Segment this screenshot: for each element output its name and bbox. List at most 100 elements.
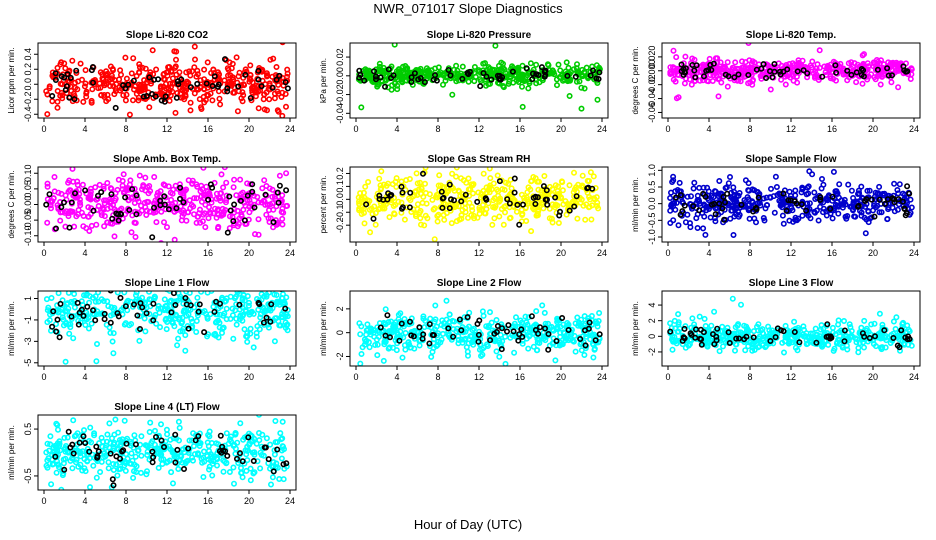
reference-point xyxy=(791,328,798,335)
reference-point xyxy=(544,201,551,208)
data-point xyxy=(59,314,66,321)
data-point xyxy=(219,329,226,336)
data-point xyxy=(225,66,232,73)
data-point xyxy=(595,317,602,324)
reference-point xyxy=(721,216,728,223)
data-point xyxy=(204,59,211,66)
reference-point xyxy=(724,190,731,197)
reference-point xyxy=(445,67,452,74)
data-point xyxy=(188,315,195,322)
data-point xyxy=(128,320,135,327)
data-point xyxy=(144,451,151,458)
data-point xyxy=(687,193,694,200)
data-point xyxy=(792,187,799,194)
data-points xyxy=(356,297,603,366)
data-point xyxy=(63,90,70,97)
data-point xyxy=(87,185,94,192)
data-point xyxy=(688,324,695,331)
data-point xyxy=(264,201,271,208)
y-tick-label: 0.2 xyxy=(23,63,33,76)
data-point xyxy=(282,319,289,326)
reference-point xyxy=(530,194,537,201)
data-point xyxy=(48,294,55,301)
data-point xyxy=(772,330,779,337)
data-point xyxy=(405,339,412,346)
data-point xyxy=(130,55,137,62)
data-point xyxy=(868,321,875,328)
figure-title: NWR_071017 Slope Diagnostics xyxy=(373,1,563,16)
data-point xyxy=(401,315,408,322)
y-tick-label: -0.02 xyxy=(335,84,345,105)
data-point xyxy=(817,203,824,210)
x-tick-label: 12 xyxy=(786,124,796,134)
reference-point xyxy=(819,73,826,80)
reference-point xyxy=(399,189,406,196)
data-point xyxy=(596,334,603,341)
reference-point xyxy=(263,314,270,321)
reference-point xyxy=(251,204,258,211)
reference-point xyxy=(151,204,158,211)
data-point xyxy=(853,198,860,205)
reference-point xyxy=(249,181,256,188)
reference-point xyxy=(372,73,379,80)
data-point xyxy=(136,337,143,344)
data-point xyxy=(55,189,62,196)
reference-point xyxy=(794,68,801,75)
data-point xyxy=(480,60,487,67)
reference-point xyxy=(535,72,542,79)
data-point xyxy=(44,278,48,282)
data-point xyxy=(240,81,247,88)
reference-point xyxy=(672,194,679,201)
reference-point xyxy=(505,322,512,329)
data-point xyxy=(590,354,597,361)
reference-point xyxy=(421,79,428,86)
data-point xyxy=(54,64,61,71)
y-tick-label: 0.2 xyxy=(335,167,345,180)
reference-point xyxy=(262,191,269,198)
data-point xyxy=(795,57,802,64)
data-point xyxy=(201,448,208,455)
data-point xyxy=(579,172,586,179)
reference-point xyxy=(370,68,377,75)
data-point xyxy=(805,190,812,197)
data-point xyxy=(454,71,461,78)
reference-point xyxy=(90,207,97,214)
data-point xyxy=(391,327,398,334)
data-point xyxy=(133,291,140,296)
data-point xyxy=(146,104,153,111)
data-point xyxy=(684,211,691,218)
data-point xyxy=(703,334,710,341)
reference-point xyxy=(772,334,779,341)
data-point xyxy=(782,81,789,88)
data-point xyxy=(525,345,532,352)
reference-point xyxy=(540,183,547,190)
reference-point xyxy=(131,301,138,308)
data-point xyxy=(441,216,448,223)
data-point xyxy=(800,323,807,330)
data-point xyxy=(762,344,769,351)
reference-point xyxy=(237,197,244,204)
data-point xyxy=(754,189,761,196)
data-point xyxy=(142,174,149,181)
data-point xyxy=(730,232,737,239)
data-point xyxy=(765,323,772,330)
data-point xyxy=(767,86,774,93)
x-tick-label: 20 xyxy=(556,248,566,258)
data-point xyxy=(238,211,245,218)
data-point xyxy=(211,76,218,83)
reference-point xyxy=(504,196,511,203)
data-point xyxy=(380,357,387,364)
data-point xyxy=(44,464,51,471)
data-point xyxy=(871,74,878,81)
reference-point xyxy=(719,205,726,212)
reference-point xyxy=(419,335,426,342)
data-point xyxy=(439,81,446,88)
data-point xyxy=(279,215,286,222)
reference-point xyxy=(231,201,238,208)
reference-point xyxy=(438,188,445,195)
data-point xyxy=(283,294,290,301)
reference-point xyxy=(361,77,368,84)
data-point xyxy=(502,203,509,210)
data-point xyxy=(479,201,486,208)
data-point xyxy=(818,322,825,329)
